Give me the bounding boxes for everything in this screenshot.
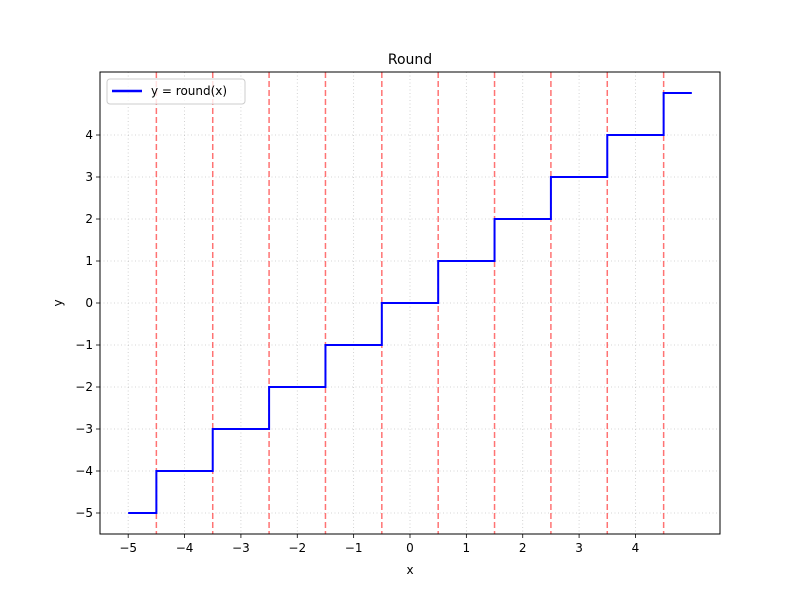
legend: y = round(x)	[106, 78, 246, 105]
y-tick-label: −1	[75, 338, 93, 352]
y-tick-label: 1	[85, 254, 93, 268]
series-line	[128, 92, 692, 514]
y-tick-label: 2	[85, 212, 93, 226]
y-tick-label: 4	[85, 128, 93, 142]
series	[128, 92, 692, 514]
legend-box	[106, 78, 246, 105]
y-tick-label: −5	[75, 506, 93, 520]
x-tick-label: 2	[519, 541, 527, 555]
x-tick-label: −1	[345, 541, 363, 555]
y-tick-label: 3	[85, 170, 93, 184]
y-tick-label: −4	[75, 464, 93, 478]
x-tick-label: 0	[406, 541, 414, 555]
y-axis-label: y	[51, 299, 65, 306]
x-tick-label: 1	[463, 541, 471, 555]
x-tick-label: −5	[119, 541, 137, 555]
y-tick-label: −2	[75, 380, 93, 394]
x-tick-label: 4	[632, 541, 640, 555]
x-tick-label: 3	[575, 541, 583, 555]
ticks: −5 −4 −3 −2 −1 0 1 2 3 4 −5 −4 −3 −2 −1 0 1 2 3 4	[75, 128, 639, 555]
x-tick-label: −2	[288, 541, 306, 555]
legend-label: y = round(x)	[151, 84, 227, 98]
y-tick-label: 0	[85, 296, 93, 310]
x-tick-label: −3	[232, 541, 250, 555]
y-tick-label: −3	[75, 422, 93, 436]
chart-title: Round	[388, 52, 432, 68]
x-tick-label: −4	[176, 541, 194, 555]
x-axis-label: x	[406, 563, 413, 577]
